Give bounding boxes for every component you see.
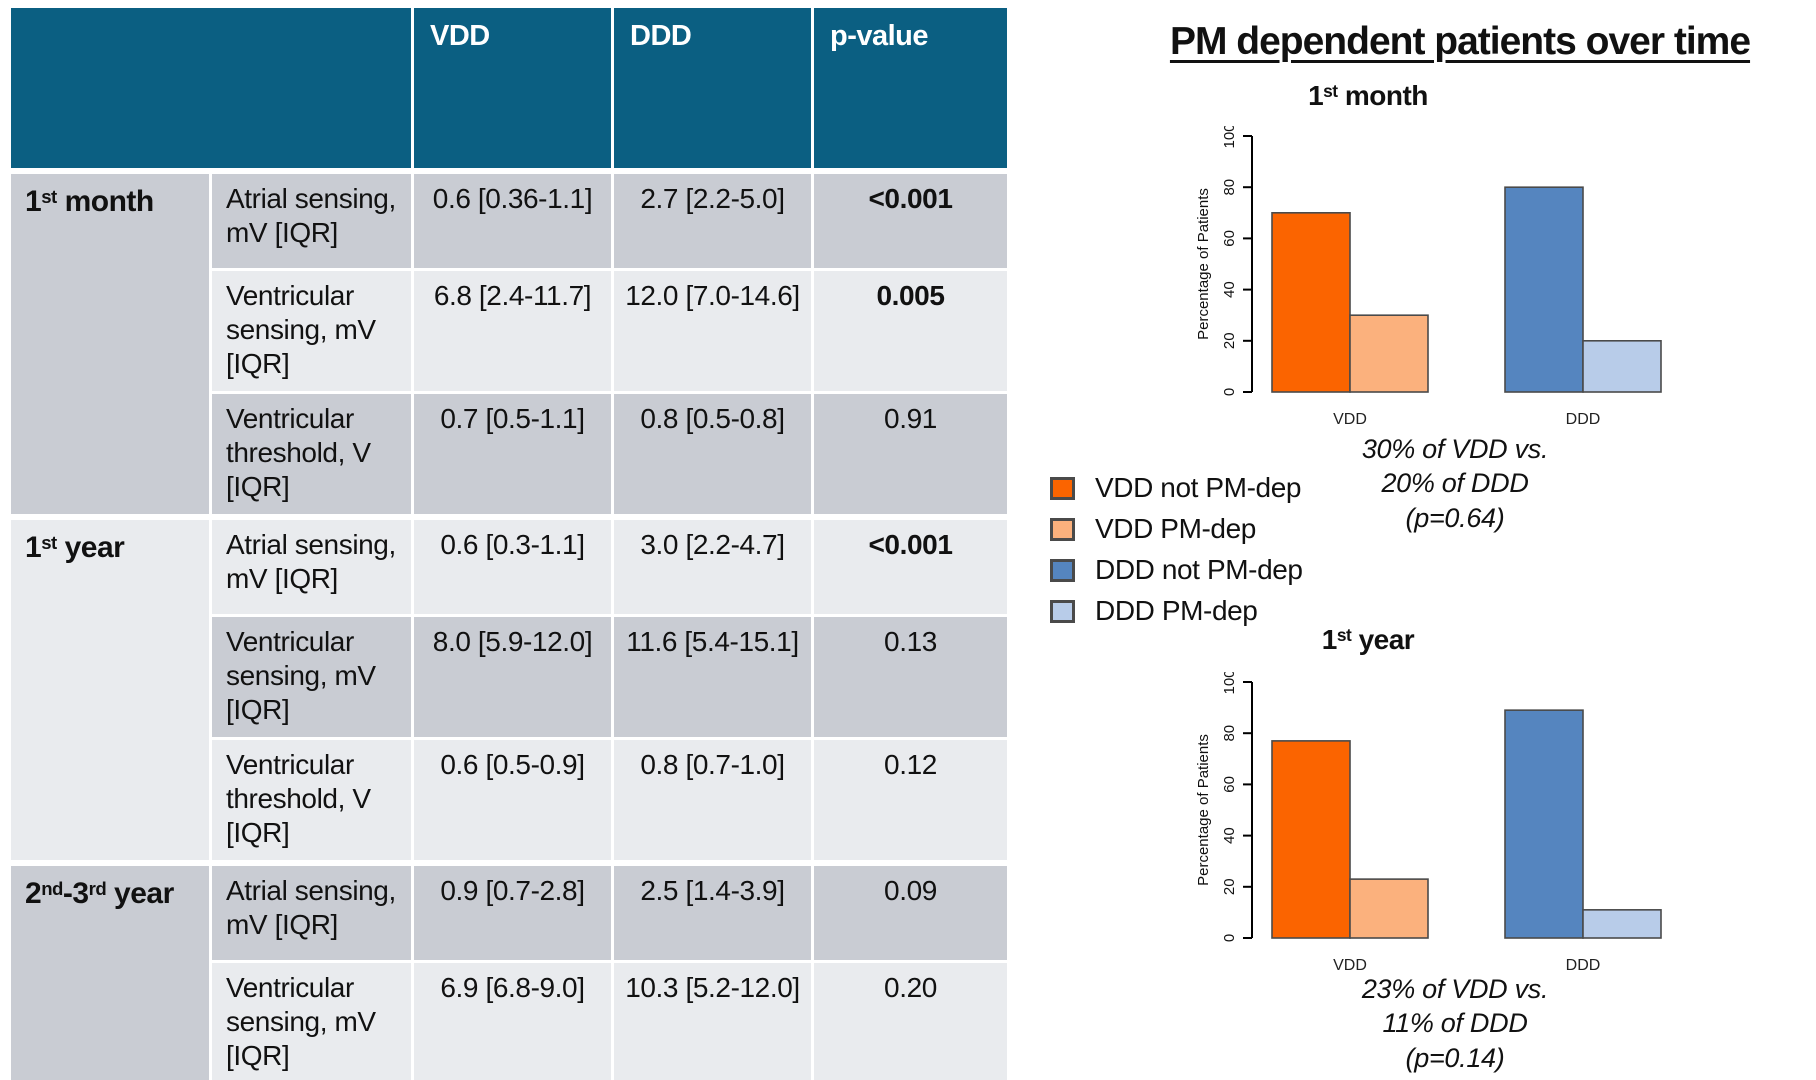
y-tick-label: 40 [1221,827,1238,844]
y-tick-label: 100 [1221,672,1238,695]
legend-item: VDD not PM-dep [1050,472,1303,504]
y-tick-label: 60 [1221,230,1238,247]
ddd-cell: 2.7 [2.2-5.0] [614,171,811,268]
vdd-cell: 0.6 [0.3-1.1] [414,517,611,614]
legend-label: DDD PM-dep [1095,595,1258,626]
x-category-label: DDD [1566,411,1601,428]
figure-title: PM dependent patients over time [1169,20,1751,63]
bar-vdd-not-pm-dep [1271,212,1351,393]
bar-vdd-pm-dep [1349,878,1429,939]
chart-legend: VDD not PM-dep VDD PM-dep DDD not PM-dep… [1050,472,1303,636]
legend-label: DDD not PM-dep [1095,554,1303,585]
bar-ddd-not-pm-dep [1504,186,1584,393]
param-cell: Ventricular threshold, V [IQR] [212,394,411,514]
vdd-cell: 0.6 [0.36-1.1] [414,171,611,268]
y-axis-label: Percentage of Patients [1195,188,1212,340]
measurements-table: VDD DDD p-value 1st month Atrial sensing… [8,5,1010,1080]
bar-chart-1st-year: 0 20 40 60 80 100 Percentage of Patients VDD DDD [1150,669,1710,984]
param-cell: Ventricular sensing, mV [IQR] [212,963,411,1080]
chart-title-1st-month: 1st month [1308,80,1428,111]
table-row: 1st month Atrial sensing, mV [IQR] 0.6 [… [11,171,1007,514]
bar-vdd-pm-dep [1349,314,1429,393]
legend-label: VDD not PM-dep [1095,472,1302,503]
pvalue-cell: <0.001 [814,171,1007,268]
pvalue-cell: <0.001 [814,517,1007,614]
param-cell: Ventricular sensing, mV [IQR] [212,271,411,391]
column-header-ddd: DDD [614,8,811,168]
y-tick-label: 80 [1221,725,1238,742]
y-tick-label: 60 [1221,776,1238,793]
ddd-cell: 0.8 [0.5-0.8] [614,394,811,514]
x-category-label: VDD [1333,957,1367,974]
ddd-cell: 10.3 [5.2-12.0] [614,963,811,1080]
ddd-cell: 12.0 [7.0-14.6] [614,271,811,391]
table-row: Ventricular sensing, mV [IQR] 6.9 [6.8-9… [11,963,1007,1080]
vdd-cell: 6.9 [6.8-9.0] [414,963,611,1080]
legend-swatch-ddd-pm-dep [1050,599,1075,623]
param-cell: Atrial sensing, mV [IQR] [212,517,411,614]
table-row: 1st year Atrial sensing, mV [IQR] 0.6 [0… [11,517,1007,860]
group-label-1st-year: 1st year [11,517,209,860]
y-axis-label: Percentage of Patients [1195,734,1212,886]
ddd-cell: 3.0 [2.2-4.7] [614,517,811,614]
table-row: Ventricular threshold, V [IQR] 0.6 [0.5-… [11,740,1007,860]
table-row: Ventricular sensing, mV [IQR] 6.8 [2.4-1… [11,271,1007,391]
chart-caption-1st-year: 23% of VDD vs. 11% of DDD (p=0.14) [1361,974,1549,1073]
y-tick-label: 40 [1221,281,1238,298]
param-cell: Ventricular threshold, V [IQR] [212,740,411,860]
x-category-label: VDD [1333,411,1367,428]
vdd-cell: 0.6 [0.5-0.9] [414,740,611,860]
chart-caption-1st-month: 30% of VDD vs. 20% of DDD (p=0.64) [1361,434,1549,533]
x-category-label: DDD [1566,957,1601,974]
table-header-row: VDD DDD p-value [11,8,1007,168]
table-row: 2nd-3rd year Atrial sensing, mV [IQR] 0.… [11,863,1007,1080]
pvalue-cell: 0.09 [814,863,1007,960]
bar-chart-svg: 0 20 40 60 80 100 Percentage of Patients VDD DDD [1195,123,1662,428]
ddd-cell: 2.5 [1.4-3.9] [614,863,811,960]
column-header-pvalue: p-value [814,8,1007,168]
param-cell: Ventricular sensing, mV [IQR] [212,617,411,737]
legend-item: DDD not PM-dep [1050,554,1303,586]
group-label-2nd-3rd-year: 2nd-3rd year [11,863,209,1080]
ddd-cell: 0.8 [0.7-1.0] [614,740,811,860]
y-tick-label: 0 [1221,934,1238,942]
bar-ddd-pm-dep [1582,340,1662,393]
pvalue-cell: 0.91 [814,394,1007,514]
y-tick-label: 100 [1221,126,1238,149]
group-label-1st-month: 1st month [11,171,209,514]
legend-item: DDD PM-dep [1050,595,1303,627]
param-cell: Atrial sensing, mV [IQR] [212,171,411,268]
bar-chart-svg: 0 20 40 60 80 100 Percentage of Patients VDD DDD [1195,669,1662,974]
vdd-cell: 0.9 [0.7-2.8] [414,863,611,960]
pvalue-cell: 0.12 [814,740,1007,860]
legend-swatch-ddd-not-pm-dep [1050,558,1075,582]
param-cell: Atrial sensing, mV [IQR] [212,863,411,960]
legend-swatch-vdd-not-pm-dep [1050,476,1075,500]
vdd-cell: 8.0 [5.9-12.0] [414,617,611,737]
legend-item: VDD PM-dep [1050,513,1303,545]
y-tick-label: 20 [1221,332,1238,349]
pvalue-cell: 0.20 [814,963,1007,1080]
legend-label: VDD PM-dep [1095,513,1256,544]
ddd-cell: 11.6 [5.4-15.1] [614,617,811,737]
chart-title-1st-year: 1st year [1321,624,1415,655]
bar-vdd-not-pm-dep [1271,740,1351,939]
vdd-cell: 0.7 [0.5-1.1] [414,394,611,514]
bar-ddd-pm-dep [1582,909,1662,939]
table-row: Ventricular threshold, V [IQR] 0.7 [0.5-… [11,394,1007,514]
y-tick-label: 20 [1221,878,1238,895]
pvalue-cell: 0.13 [814,617,1007,737]
legend-swatch-vdd-pm-dep [1050,517,1075,541]
y-tick-label: 0 [1221,388,1238,396]
bar-chart-1st-month: 0 20 40 60 80 100 Percentage of Patients VDD DDD [1150,123,1710,438]
vdd-cell: 6.8 [2.4-11.7] [414,271,611,391]
bar-ddd-not-pm-dep [1504,709,1584,939]
y-tick-label: 80 [1221,179,1238,196]
table-row: Ventricular sensing, mV [IQR] 8.0 [5.9-1… [11,617,1007,737]
pvalue-cell: 0.005 [814,271,1007,391]
column-header-vdd: VDD [414,8,611,168]
table-corner-cell [11,8,411,168]
